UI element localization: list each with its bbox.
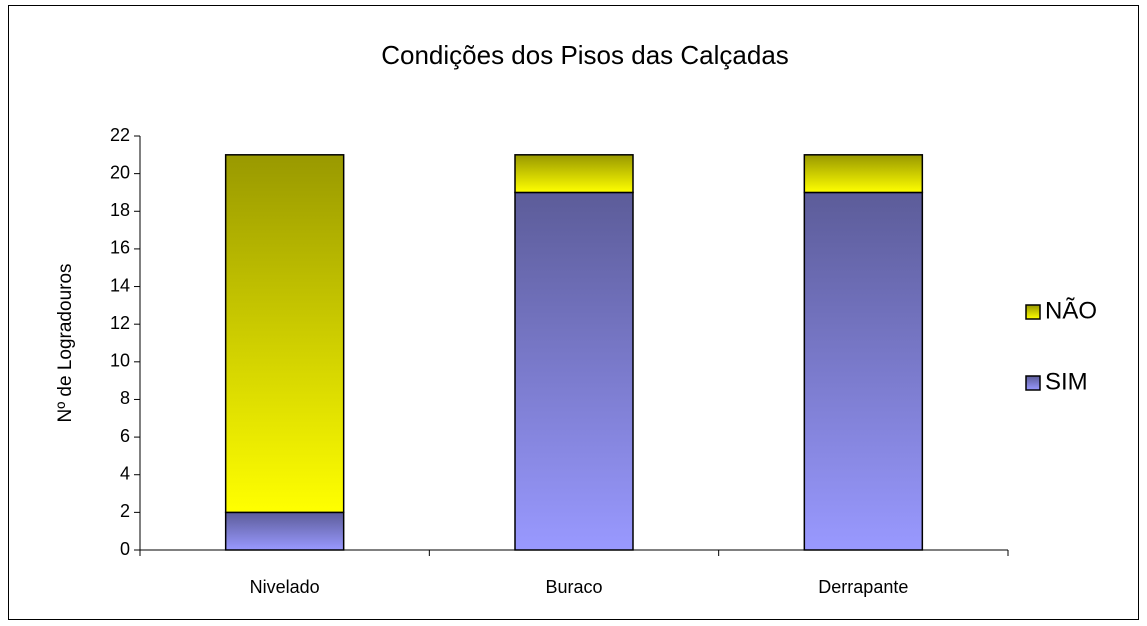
x-tick-label: Derrapante [818, 577, 908, 597]
y-tick-label: 12 [110, 313, 130, 333]
bar-segment [514, 191, 634, 551]
chart-title: Condições dos Pisos das Calçadas [381, 40, 789, 70]
y-tick-label: 14 [110, 275, 130, 295]
y-tick-label: 4 [120, 463, 130, 483]
bar-segment [514, 154, 634, 194]
legend-label: SIM [1045, 368, 1088, 395]
bar-segment [803, 191, 924, 551]
y-tick-label: 18 [110, 200, 130, 220]
y-tick-label: 16 [110, 238, 130, 258]
y-tick-label: 22 [110, 125, 130, 145]
y-axis-label: Nº de Logradouros [55, 263, 76, 422]
bar-segment [224, 511, 345, 551]
legend-label: NÃO [1045, 297, 1097, 324]
bar-segment [224, 154, 345, 514]
x-tick-label: Buraco [545, 577, 602, 597]
legend-swatch [1025, 304, 1041, 320]
y-tick-label: 8 [120, 388, 130, 408]
legend-swatch [1025, 375, 1041, 391]
y-tick-label: 20 [110, 162, 130, 182]
y-tick-label: 2 [120, 501, 130, 521]
y-tick-label: 10 [110, 351, 130, 371]
x-tick-label: Nivelado [250, 577, 320, 597]
y-tick-label: 0 [120, 539, 130, 559]
bar-segment [803, 154, 924, 194]
y-tick-label: 6 [120, 426, 130, 446]
